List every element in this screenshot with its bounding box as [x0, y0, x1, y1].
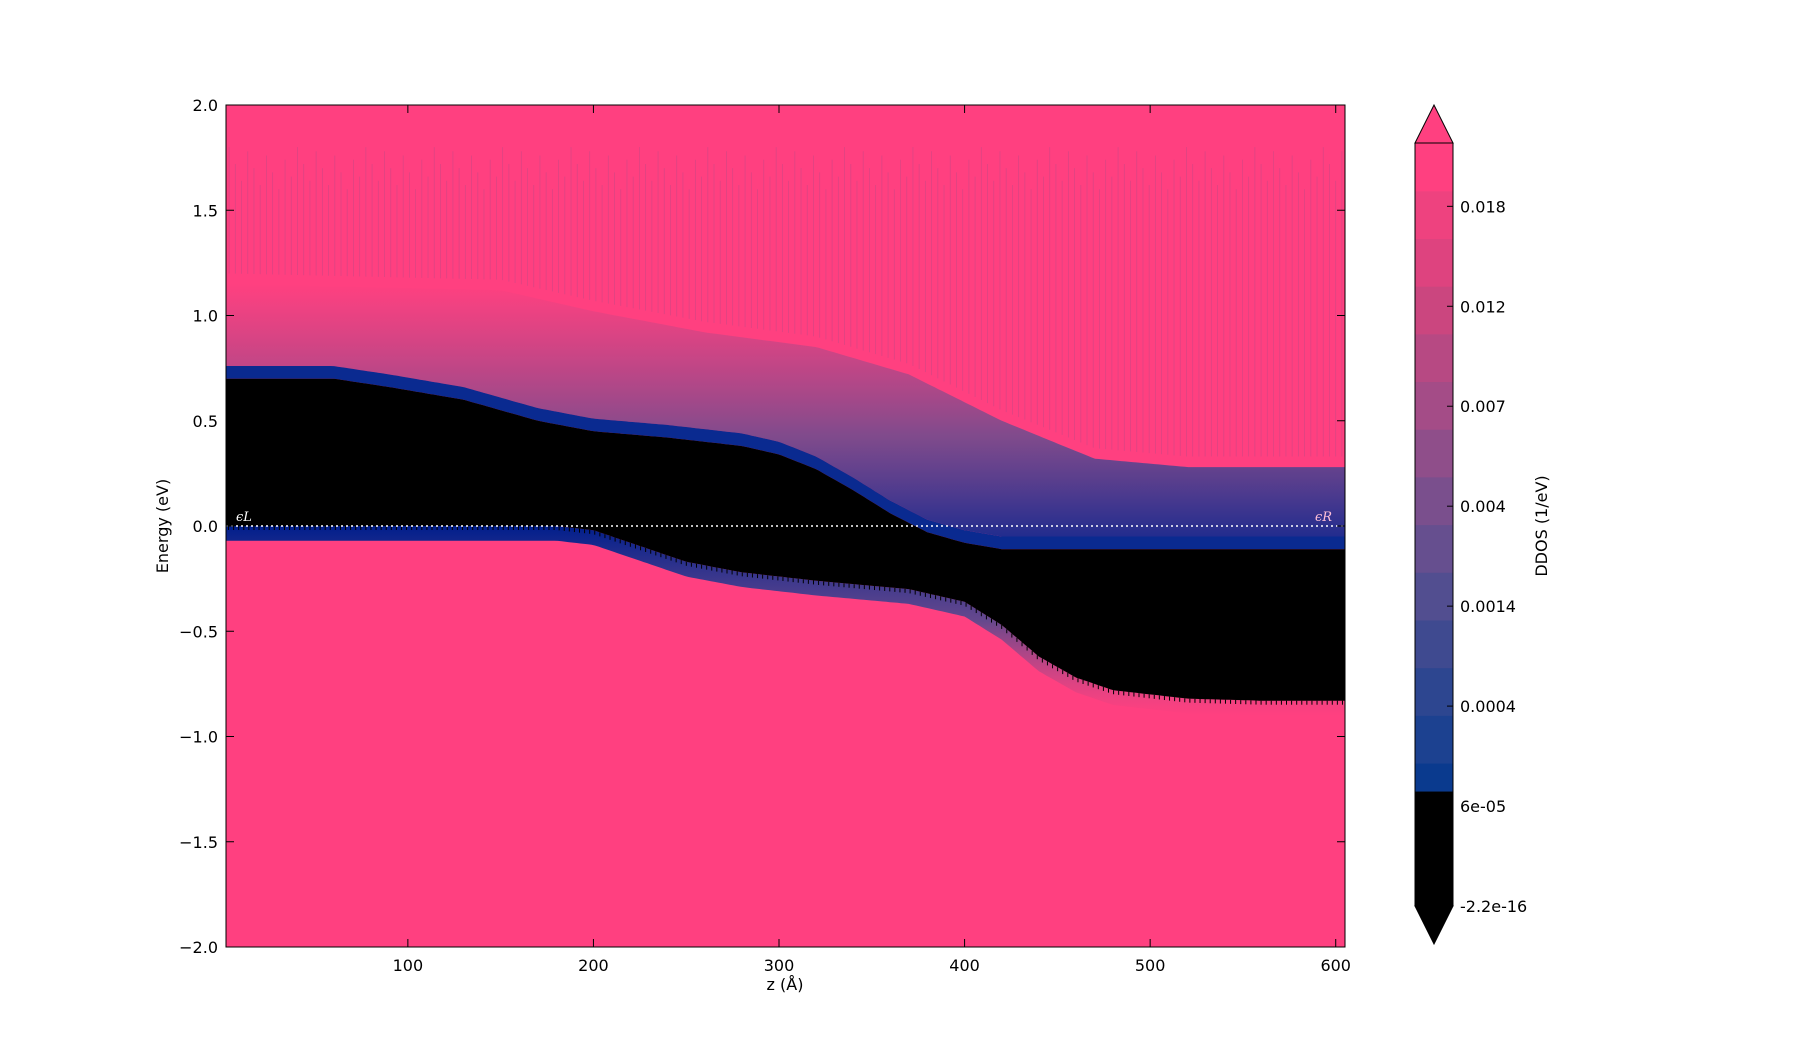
colorbar-tick-label: 6e-05 — [1460, 797, 1506, 816]
y-tick-label: −0.5 — [179, 622, 218, 641]
colorbar-segment — [1415, 190, 1453, 239]
band-gap-region — [226, 378, 1345, 701]
colorbar-tick-label: 0.0014 — [1460, 597, 1516, 616]
colorbar-segment — [1415, 143, 1453, 192]
colorbar-segment — [1415, 667, 1453, 716]
x-tick-label: 200 — [578, 956, 609, 975]
colorbar-segment — [1415, 429, 1453, 478]
colorbar-tick-label: 0.007 — [1460, 397, 1506, 416]
colorbar-segment — [1415, 715, 1453, 764]
left-fermi-annotation: ϵL — [236, 510, 252, 525]
colorbar-tick-label: 0.0004 — [1460, 697, 1516, 716]
colorbar-tick-label: -2.2e-16 — [1460, 897, 1527, 916]
colorbar-segment — [1415, 619, 1453, 669]
y-tick-label: −2.0 — [179, 938, 218, 957]
colorbar-tick-label: 0.018 — [1460, 197, 1506, 216]
band-edge-ripples — [228, 526, 1343, 705]
x-axis: 100 200 300 400 500 600 — [393, 105, 1351, 975]
x-tick-label: 500 — [1135, 956, 1166, 975]
y-tick-label: 1.0 — [193, 307, 218, 326]
colorbar-segment — [1415, 476, 1453, 526]
heatmap-texture — [228, 147, 1343, 457]
y-tick-label: 1.5 — [193, 201, 218, 220]
y-tick-label: −1.5 — [179, 833, 218, 852]
y-axis-label: Energy (eV) — [153, 479, 172, 573]
colorbar-segment — [1415, 572, 1453, 621]
heatmap-plot-area: ϵL ϵR — [226, 105, 1345, 947]
colorbar-low-region — [1415, 791, 1453, 906]
colorbar: -2.2e-16 6e-05 0.0004 0.0014 0.004 0.007 0.012… — [1414, 103, 1527, 946]
colorbar-tick-label: 0.004 — [1460, 497, 1506, 516]
x-tick-label: 600 — [1320, 956, 1351, 975]
y-tick-label: 0.0 — [193, 517, 218, 536]
colorbar-segment — [1415, 286, 1453, 335]
colorbar-segment — [1415, 333, 1453, 383]
colorbar-segment — [1415, 524, 1453, 573]
y-tick-label: 2.0 — [193, 96, 218, 115]
x-tick-label: 100 — [393, 956, 424, 975]
y-axis: −2.0 −1.5 −1.0 −0.5 0.0 0.5 1.0 1.5 2.0 — [179, 96, 1345, 957]
x-axis-label: z (Å) — [767, 975, 804, 994]
y-tick-label: −1.0 — [179, 728, 218, 747]
y-tick-label: 0.5 — [193, 412, 218, 431]
x-tick-label: 300 — [764, 956, 795, 975]
colorbar-extend-low — [1414, 905, 1454, 946]
colorbar-extend-high — [1414, 103, 1454, 144]
colorbar-label: DDOS (1/eV) — [1532, 475, 1551, 576]
upper-band-region — [226, 283, 1345, 537]
right-fermi-annotation: ϵR — [1315, 510, 1332, 525]
colorbar-frame — [1414, 142, 1454, 907]
colorbar-tick-label: 0.012 — [1460, 297, 1506, 316]
colorbar-segment — [1415, 381, 1453, 430]
x-tick-label: 400 — [949, 956, 980, 975]
colorbar-segment — [1415, 238, 1453, 287]
